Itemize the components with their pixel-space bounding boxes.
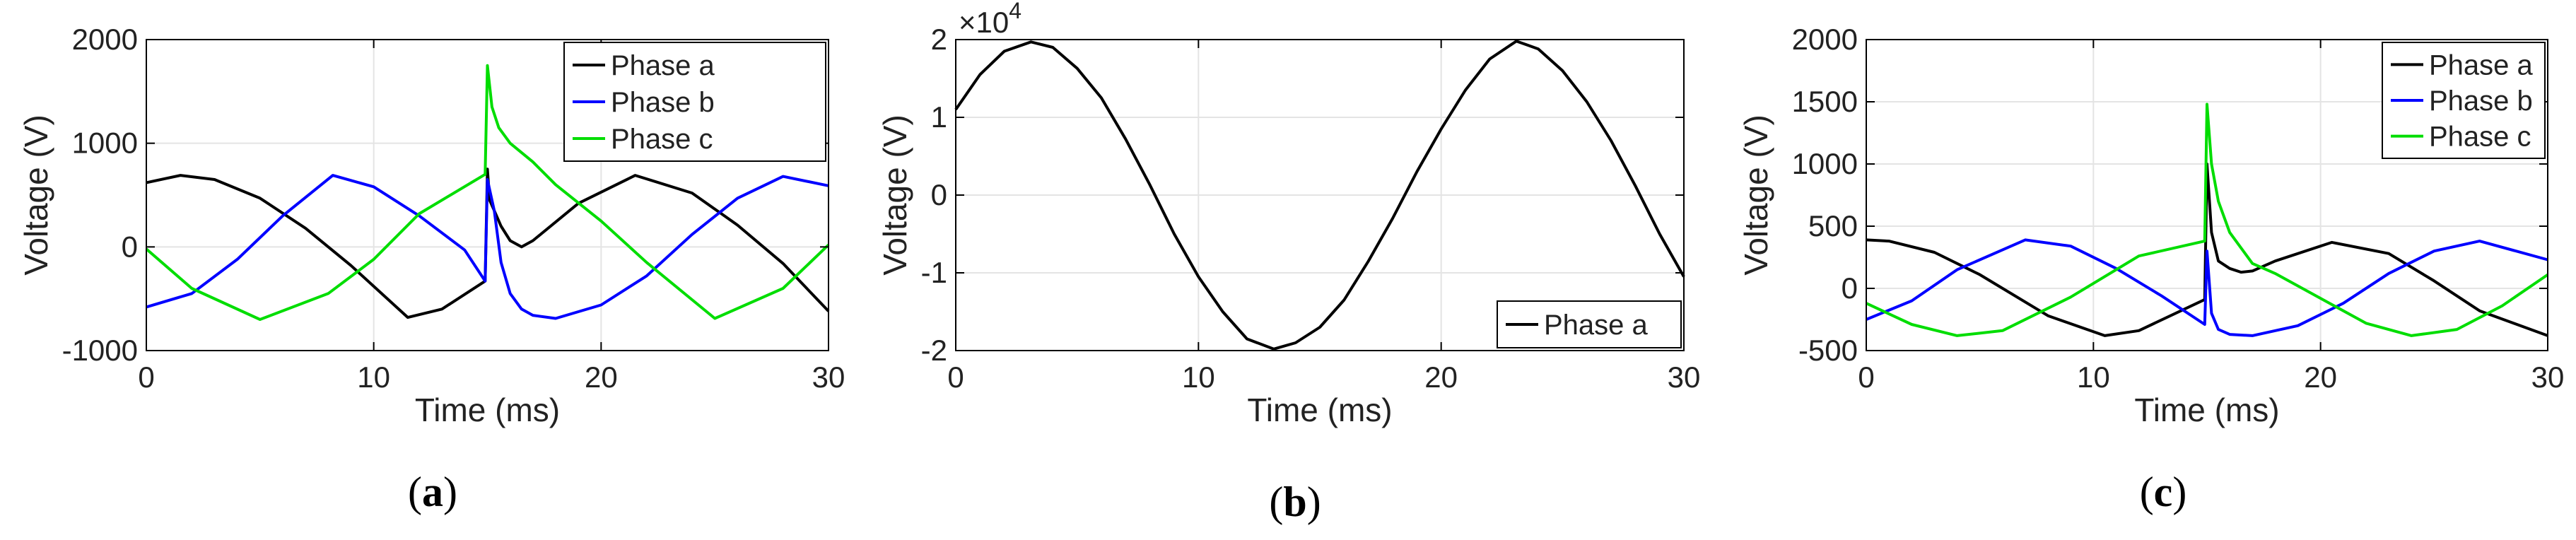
panel-label-letter: a xyxy=(422,469,443,515)
series-line-phase-b xyxy=(1866,238,2548,337)
legend-entry: Phase b xyxy=(2429,86,2533,117)
y-axis-label: Voltage (V) xyxy=(1738,115,1774,276)
x-tick-label: 0 xyxy=(1858,360,1874,394)
legend-box xyxy=(563,42,826,162)
exponent-base: ×10 xyxy=(959,6,1009,39)
x-tick-label: 10 xyxy=(1182,360,1215,394)
series-line-phase-b xyxy=(146,174,829,320)
series-line-phase-c xyxy=(1866,102,2549,337)
series-line-phase-a xyxy=(1866,163,2548,337)
x-axis-label: Time (ms) xyxy=(415,392,560,428)
y-tick-label: 1 xyxy=(931,100,947,134)
y-axis-label: Voltage (V) xyxy=(877,115,913,276)
panel-label-paren: ( xyxy=(2140,469,2154,515)
x-tick-label: 20 xyxy=(1424,360,1458,394)
series-line-phase-a xyxy=(954,40,1685,351)
x-tick-label: 10 xyxy=(2077,360,2110,394)
y-tick-label: 2 xyxy=(931,23,947,56)
y-tick-label: 1000 xyxy=(72,127,138,160)
y-tick-label: 500 xyxy=(1808,209,1858,242)
panel-label-paren: ( xyxy=(1269,479,1283,525)
panel-label-letter: c xyxy=(2154,469,2173,515)
plot-frame xyxy=(146,39,829,351)
x-tick-label: 30 xyxy=(812,360,845,394)
y-tick-label: 1000 xyxy=(1792,147,1858,180)
panel-label-paren: ) xyxy=(2172,469,2186,515)
x-tick-label: 20 xyxy=(585,360,618,394)
y-tick-label: -1 xyxy=(921,256,947,289)
y-axis-label: Voltage (V) xyxy=(18,115,54,276)
x-tick-label: 20 xyxy=(2304,360,2337,394)
panel-label-letter: b xyxy=(1283,479,1306,525)
chart-panel-2: 0 10 20 30 -2 -1 0 1 2 ×104 Time (ms) Voltage (V) Ph… xyxy=(877,0,1700,525)
panel-label-paren: ( xyxy=(408,469,422,515)
legend-entry: Phase c xyxy=(611,124,713,155)
exponent-power: 4 xyxy=(1009,0,1021,23)
legend-entry: Phase c xyxy=(2429,122,2531,153)
x-tick-label: 10 xyxy=(357,360,390,394)
legend-entry: Phase a xyxy=(611,50,715,81)
y-tick-label: -500 xyxy=(1798,334,1858,367)
panel-label-paren: ) xyxy=(1307,479,1321,525)
legend: Phase a Phase b Phase c xyxy=(563,42,826,162)
y-tick-label: 0 xyxy=(122,230,138,263)
panel-label-paren: ) xyxy=(443,469,457,515)
y-tick-label: -2 xyxy=(921,334,947,367)
x-tick-label: 30 xyxy=(1668,360,1701,394)
y-tick-label: -1000 xyxy=(62,334,138,367)
legend-entry: Phase a xyxy=(1544,310,1649,341)
legend-entry: Phase b xyxy=(611,87,715,118)
panel-label: (c) xyxy=(2140,469,2187,515)
y-tick-label: 2000 xyxy=(1792,23,1858,56)
x-tick-label: 0 xyxy=(138,360,154,394)
x-axis-label: Time (ms) xyxy=(1247,392,1392,428)
panel-label: (a) xyxy=(408,469,457,515)
legend: Phase a xyxy=(1497,300,1682,348)
x-axis-label: Time (ms) xyxy=(2134,392,2279,428)
x-tick-label: 0 xyxy=(947,360,964,394)
y-tick-label: 0 xyxy=(931,178,947,211)
y-tick-label: 2000 xyxy=(72,23,138,56)
y-tick-label: 1500 xyxy=(1792,85,1858,118)
x-tick-label: 30 xyxy=(2531,360,2565,394)
series-line-phase-c xyxy=(145,64,830,321)
y-tick-label: 0 xyxy=(1842,271,1858,305)
plot-frame xyxy=(1866,39,2548,351)
legend-entry: Phase a xyxy=(2429,49,2534,81)
legend: Phase a Phase b Phase c xyxy=(2382,42,2546,159)
y-exponent-label: ×104 xyxy=(959,0,1021,39)
panel-label: (b) xyxy=(1269,479,1321,525)
